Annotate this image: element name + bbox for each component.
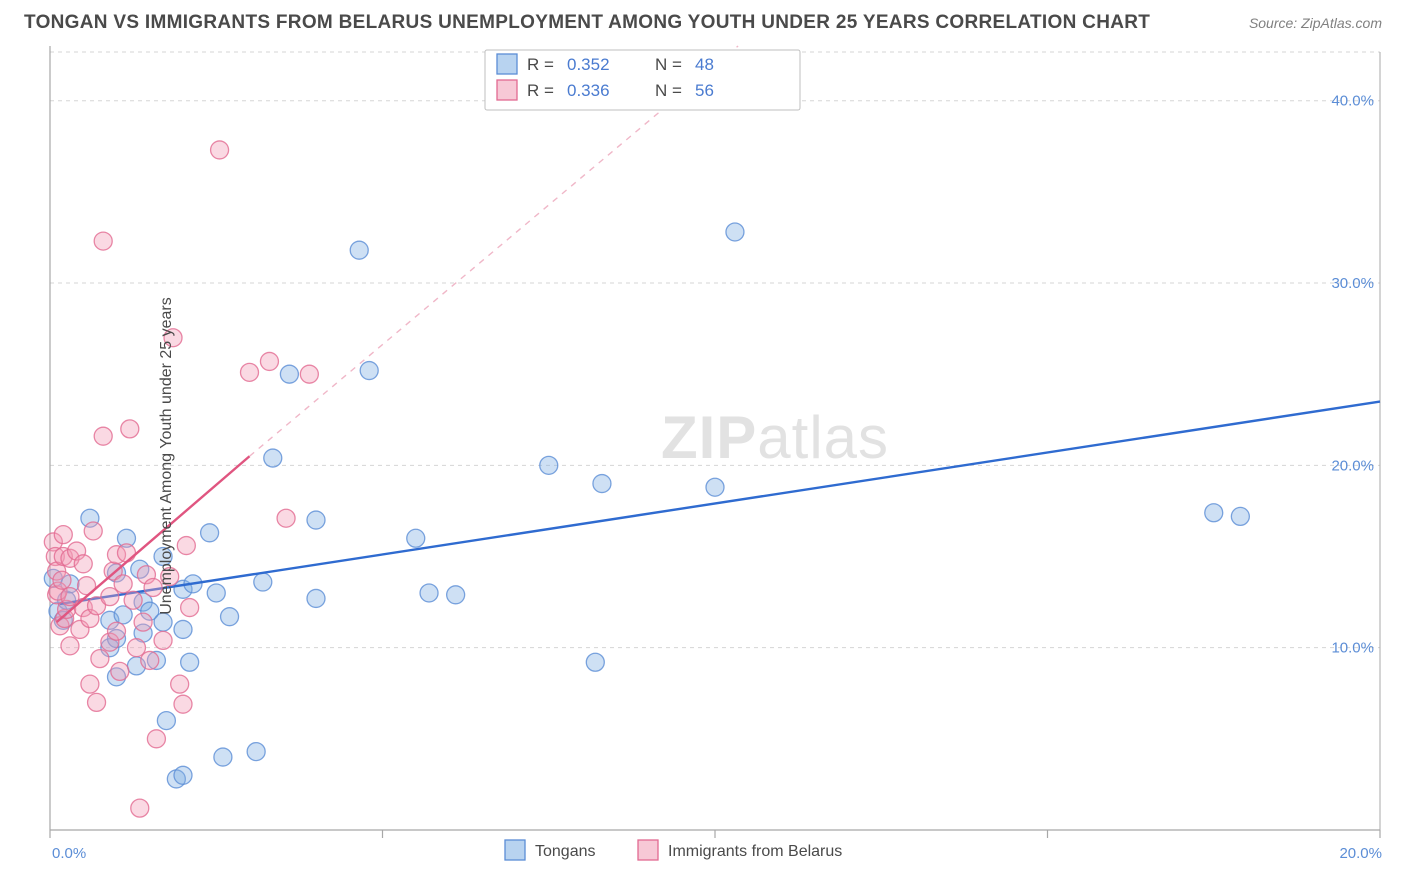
chart-title: TONGAN VS IMMIGRANTS FROM BELARUS UNEMPL… [24,12,1150,34]
legend-stat: N = [655,81,682,100]
data-point [264,449,282,467]
data-point [360,362,378,380]
legend-stat-n: 56 [695,81,714,100]
data-point [181,653,199,671]
data-point [177,537,195,555]
data-point [447,586,465,604]
data-point [124,591,142,609]
data-point [174,620,192,638]
data-point [706,478,724,496]
legend-swatch [505,840,525,860]
data-point [108,622,126,640]
data-point [211,141,229,159]
legend-swatch [497,54,517,74]
ytick-label: 40.0% [1331,93,1374,110]
data-point [540,456,558,474]
data-point [154,613,172,631]
legend-stat-r: 0.352 [567,55,610,74]
ytick-label: 30.0% [1331,275,1374,292]
scatter-chart: 10.0% 20.0% 30.0% 40.0% 0.0% 20.0% ZIPatlas R =… [0,40,1406,872]
data-point [111,662,129,680]
legend-swatch [497,80,517,100]
data-point [114,575,132,593]
data-point [54,526,72,544]
data-point [241,363,259,381]
data-point [141,651,159,669]
data-point [350,241,368,259]
ytick-label: 10.0% [1331,640,1374,657]
legend-stat: R = [527,81,554,100]
data-point [201,524,219,542]
data-point [300,365,318,383]
xtick-label: 20.0% [1339,845,1382,862]
data-point [221,608,239,626]
data-point [131,799,149,817]
data-point [94,427,112,445]
data-point [171,675,189,693]
data-point [214,748,232,766]
data-point [53,571,71,589]
data-point [1231,507,1249,525]
data-point [593,475,611,493]
data-point [260,352,278,370]
legend-stat-n: 48 [695,55,714,74]
legend-stat: N = [655,55,682,74]
legend-swatch [638,840,658,860]
data-point [88,693,106,711]
data-point [157,712,175,730]
data-point [307,589,325,607]
data-point [1205,504,1223,522]
data-point [174,766,192,784]
data-point [277,509,295,527]
data-point [174,695,192,713]
data-point [84,522,102,540]
data-point [207,584,225,602]
data-point [280,365,298,383]
chart-area: Unemployment Among Youth under 25 years … [0,40,1406,872]
data-point [154,631,172,649]
data-point [94,232,112,250]
xtick-label: 0.0% [52,845,86,862]
ytick-label: 20.0% [1331,457,1374,474]
data-point [420,584,438,602]
y-axis-label: Unemployment Among Youth under 25 years [158,297,176,615]
data-point [121,420,139,438]
data-point [117,544,135,562]
data-point [407,529,425,547]
data-point [81,675,99,693]
legend-label: Immigrants from Belarus [668,843,842,860]
legend-stat-r: 0.336 [567,81,610,100]
data-point [134,613,152,631]
legend-label: Tongans [535,843,596,860]
data-point [147,730,165,748]
chart-header: TONGAN VS IMMIGRANTS FROM BELARUS UNEMPL… [0,0,1406,40]
chart-source: Source: ZipAtlas.com [1249,15,1382,31]
data-point [247,743,265,761]
data-point [61,637,79,655]
data-point [181,599,199,617]
watermark: ZIPatlas [661,404,889,471]
data-point [726,223,744,241]
data-point [91,650,109,668]
data-point [74,555,92,573]
data-point [307,511,325,529]
data-point [586,653,604,671]
data-point [254,573,272,591]
legend-stat: R = [527,55,554,74]
